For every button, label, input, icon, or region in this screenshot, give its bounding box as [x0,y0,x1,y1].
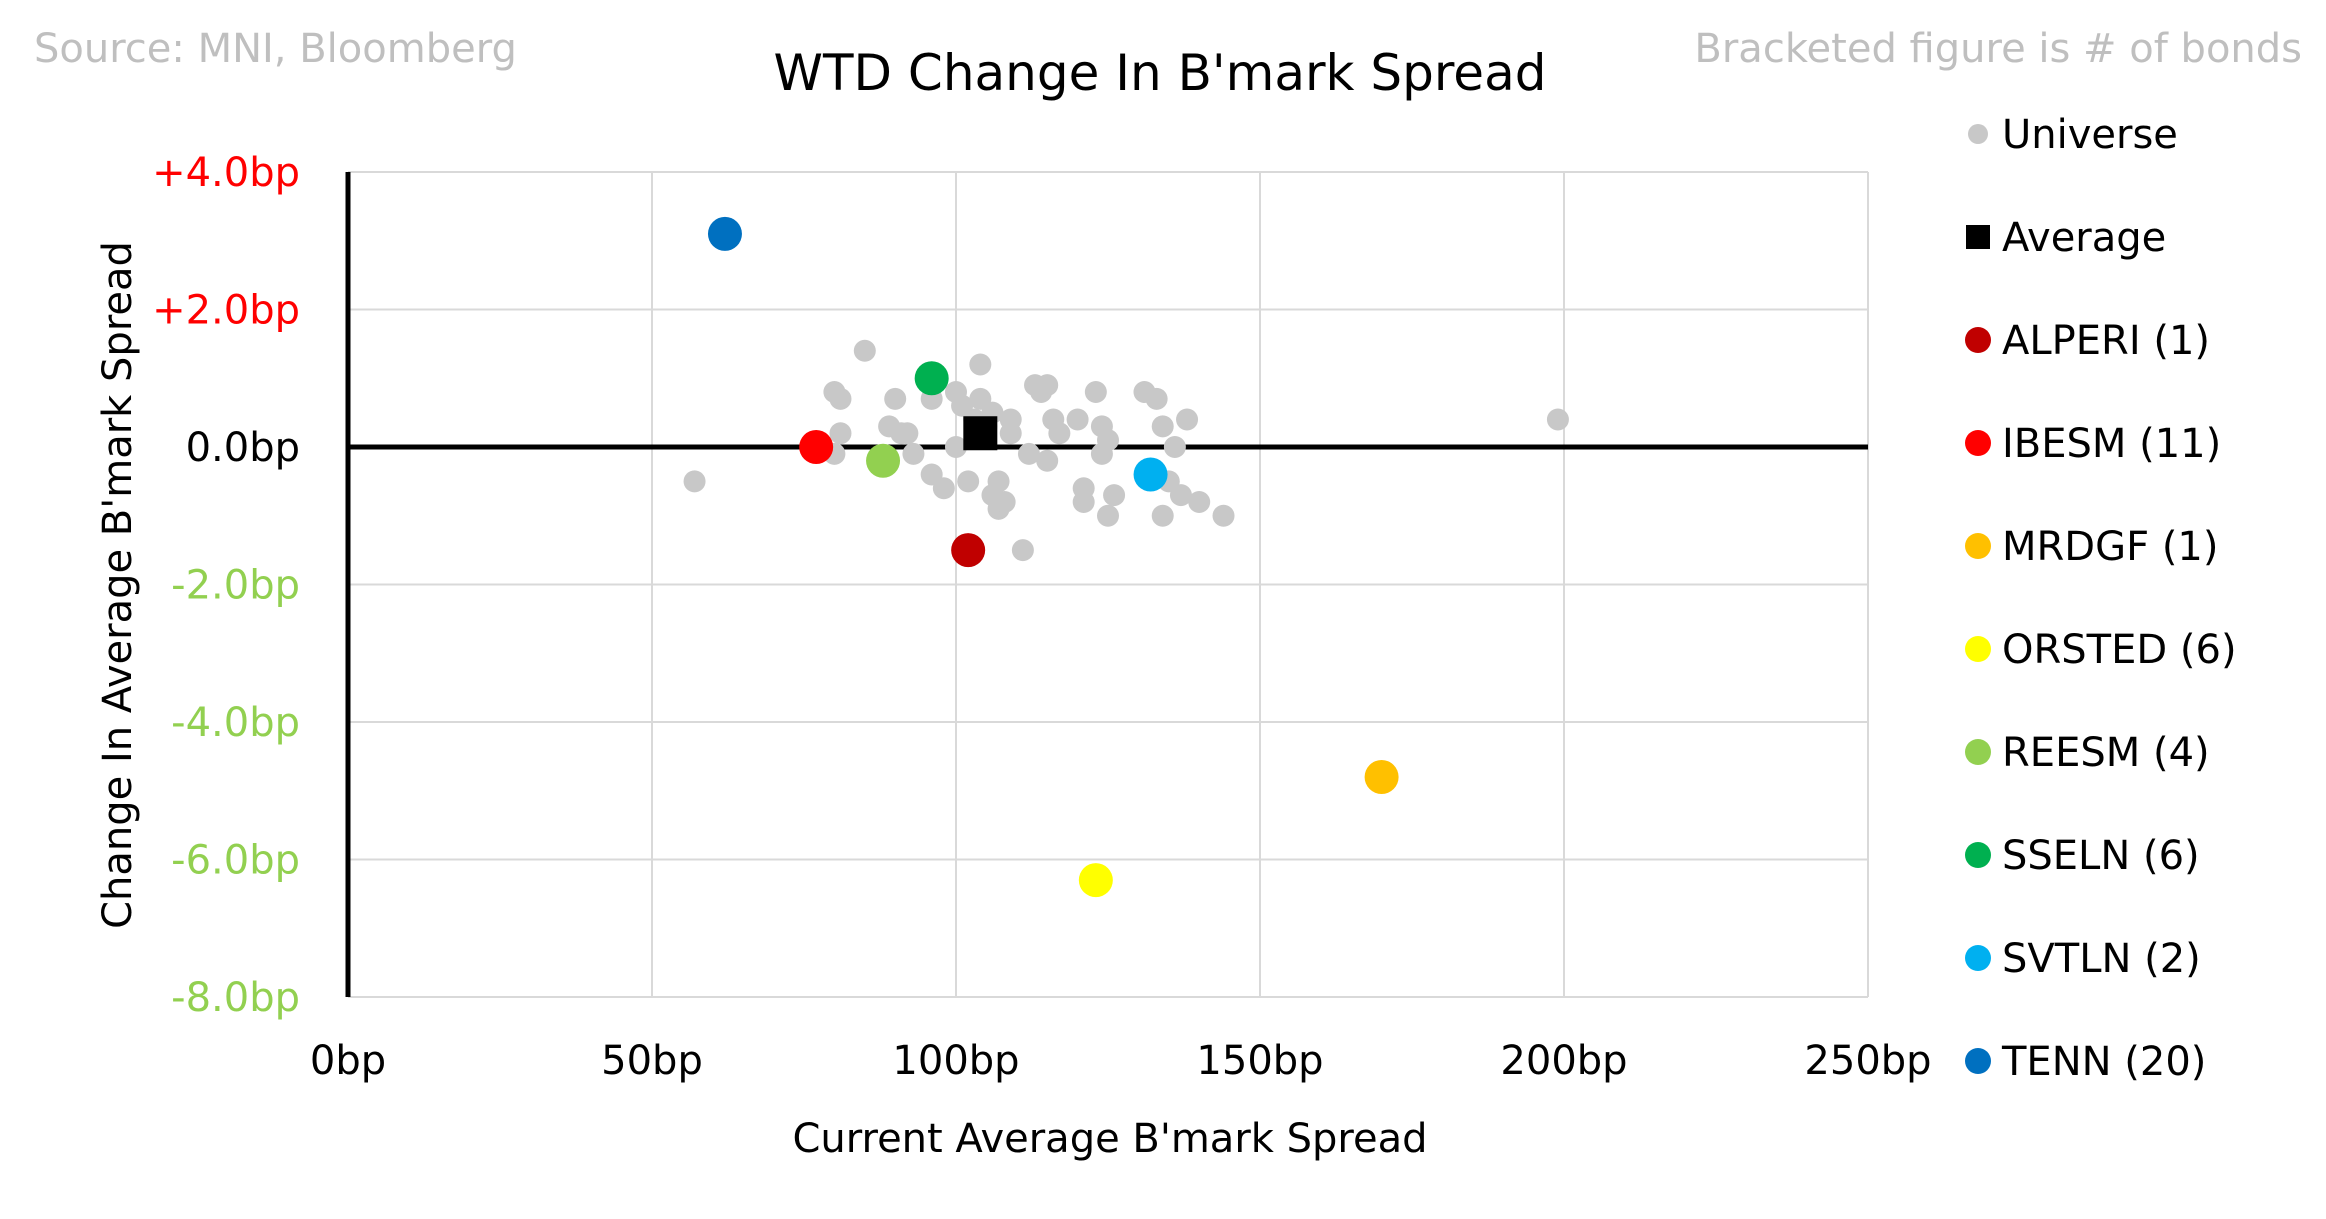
legend-label-ibesm: IBESM (11) [2002,421,2221,467]
point-svtln [1133,457,1168,492]
legend-marker-average [1966,225,1990,249]
universe-point-34 [1036,449,1059,472]
y-tick-label-3: -2.0bp [171,563,300,609]
universe-point-10 [902,442,925,465]
universe-point-48 [1151,415,1174,438]
universe-point-49 [1151,504,1174,527]
x-tick-label-3: 150bp [1196,1038,1323,1084]
point-reesm [866,443,901,478]
legend-label-reesm: REESM (4) [2002,730,2210,776]
universe-point-53 [1176,408,1199,431]
legend-marker-ibesm [1965,430,1991,456]
point-orsted [1078,863,1113,898]
legend-label-sseln: SSELN (6) [2002,833,2200,879]
point-tenn [707,216,742,251]
universe-point-30 [1017,442,1040,465]
legend-marker-reesm [1965,739,1991,765]
universe-point-45 [1103,484,1126,507]
legend-label-average: Average [2002,215,2166,261]
y-tick-label-6: -8.0bp [171,975,300,1021]
universe-point-56 [1546,408,1569,431]
universe-point-17 [957,470,980,493]
y-tick-label-4: -4.0bp [171,700,300,746]
universe-point-26 [993,491,1016,513]
x-tick-labels: 0bp 50bp 100bp 150bp 200bp 250bp [310,1038,1932,1084]
legend-label-mrdgf: MRDGF (1) [2002,524,2218,570]
legend: Universe Average ALPERI (1) IBESM (11) MRDGF… [1965,112,2237,1085]
x-tick-label-0: 0bp [310,1038,386,1084]
point-ibesm [799,430,834,464]
y-tick-label-2: 0.0bp [186,425,300,471]
point-sseln [914,361,949,396]
y-tick-labels: +4.0bp +2.0bp 0.0bp -2.0bp -4.0bp -6.0bp -8.0b… [152,150,300,1021]
universe-point-40 [1084,381,1107,403]
legend-label-alperi: ALPERI (1) [2002,318,2210,364]
y-tick-label-0: +4.0bp [152,150,300,196]
universe-point-25 [987,470,1010,493]
universe-point-54 [1188,491,1211,513]
legend-label-universe: Universe [2002,112,2178,158]
universe-point-28 [999,408,1022,431]
x-tick-label-5: 250bp [1804,1038,1931,1084]
bracket-note: Bracketed figure is # of bonds [1694,26,2302,72]
y-tick-label-1: +2.0bp [152,288,300,334]
legend-marker-tenn [1965,1048,1991,1074]
universe-point-55 [1212,504,1235,527]
universe-point-19 [969,353,992,376]
legend-marker-svtln [1965,945,1991,971]
legend-label-svtln: SVTLN (2) [2002,936,2201,982]
average-point [963,416,998,451]
universe-point-3 [829,422,852,445]
x-axis-title: Current Average B'mark Spread [792,1116,1427,1162]
legend-marker-orsted [1965,636,1991,662]
universe-point-36 [1048,422,1071,445]
universe-point-52 [1169,484,1192,507]
x-tick-label-2: 100bp [892,1038,1019,1084]
universe-point-14 [945,436,967,458]
universe-point-51 [1163,436,1186,458]
chart-title: WTD Change In B'mark Spread [774,44,1547,102]
y-tick-label-5: -6.0bp [171,838,300,884]
universe-point-44 [1097,504,1119,527]
x-tick-label-1: 50bp [601,1038,703,1084]
universe-point-0 [683,470,706,493]
universe-point-39 [1072,491,1095,513]
x-tick-label-4: 200bp [1500,1038,1627,1084]
universe-point-29 [1011,539,1034,562]
universe-point-13 [932,477,955,500]
universe-point-4 [853,339,876,362]
universe-point-2 [829,387,852,410]
legend-label-tenn: TENN (20) [2001,1039,2206,1085]
legend-label-orsted: ORSTED (6) [2002,627,2237,673]
universe-point-7 [884,387,907,410]
universe-point-33 [1036,374,1059,397]
legend-marker-sseln [1965,842,1991,868]
point-mrdgf [1364,760,1399,794]
universe-point-47 [1145,387,1168,410]
legend-marker-universe [1968,124,1988,144]
legend-marker-alperi [1965,327,1991,353]
universe-point-37 [1066,408,1089,431]
y-axis-title: Change In Average B'mark Spread [95,241,141,929]
point-alperi [951,533,986,568]
universe-point-43 [1097,429,1119,452]
issuer-points [707,216,1399,898]
average-marker [963,416,998,451]
source-note: Source: MNI, Bloomberg [34,26,517,72]
universe-point-9 [896,422,919,445]
legend-marker-mrdgf [1965,533,1991,559]
